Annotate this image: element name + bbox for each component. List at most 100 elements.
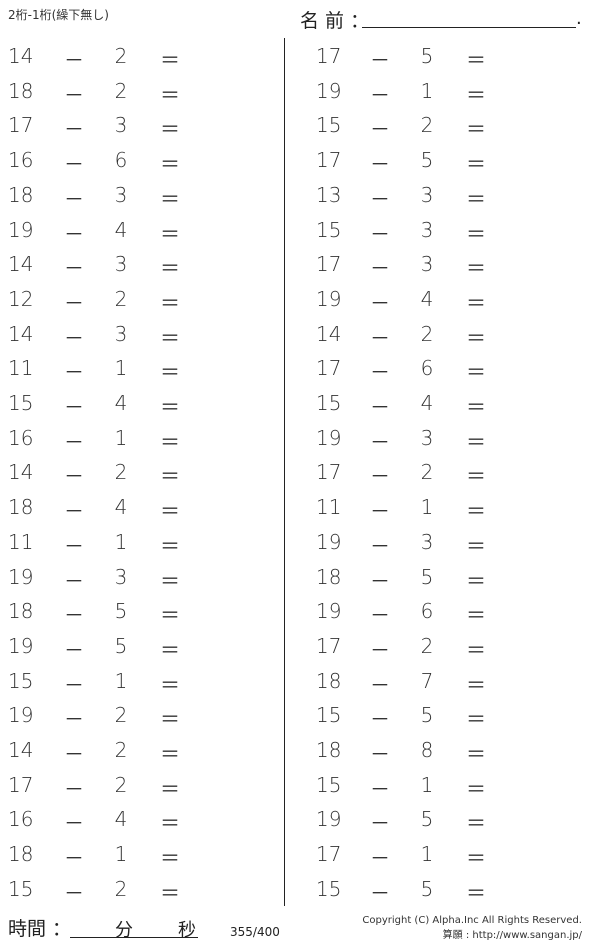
equals-sign: ＝ <box>466 637 486 662</box>
minuend: 19 <box>316 78 342 103</box>
equals-sign: ＝ <box>466 82 486 107</box>
minuend: 17 <box>316 633 342 658</box>
minutes-label: 分 <box>115 920 133 941</box>
minus-sign: － <box>370 880 390 905</box>
minuend: 15 <box>316 217 342 242</box>
subtrahend: 1 <box>420 772 434 797</box>
site-text: 算願 : http://www.sangan.jp/ <box>442 930 582 941</box>
problem-row: 17 － 1 ＝ <box>0 842 600 872</box>
minuend: 11 <box>8 529 34 554</box>
subtrahend: 4 <box>114 807 128 832</box>
minus-sign: － <box>370 221 390 246</box>
minuend: 17 <box>316 148 342 173</box>
subtrahend: 3 <box>114 321 128 346</box>
subtrahend: 5 <box>420 44 434 68</box>
minuend: 18 <box>316 564 342 589</box>
subtrahend: 3 <box>114 113 128 138</box>
problem-row: 15 － 5 ＝ <box>0 703 600 733</box>
subtrahend: 4 <box>114 391 128 415</box>
problem-row: 18 － 8 ＝ <box>0 738 600 768</box>
minuend: 16 <box>8 807 34 832</box>
subtrahend: 1 <box>420 842 434 867</box>
subtrahend: 7 <box>420 668 434 693</box>
equals-sign: ＝ <box>160 811 180 836</box>
problem-row: 17 － 2 ＝ <box>0 460 600 490</box>
minus-sign: － <box>64 290 84 315</box>
subtrahend: 2 <box>420 633 434 658</box>
subtrahend: 5 <box>420 148 434 173</box>
minus-sign: － <box>370 672 390 697</box>
equals-sign: ＝ <box>160 533 180 558</box>
problem-row: 19 － 3 ＝ <box>0 565 600 595</box>
equals-sign: ＝ <box>466 742 486 766</box>
minus-sign: － <box>370 776 390 801</box>
minus-sign: － <box>64 568 84 593</box>
minuend: 18 <box>316 668 342 693</box>
minus-sign: － <box>64 742 84 766</box>
minuend: 19 <box>8 633 34 658</box>
equals-sign: ＝ <box>160 776 180 801</box>
subtrahend: 5 <box>420 703 434 728</box>
minus-sign: － <box>370 603 390 628</box>
equals-sign: ＝ <box>466 603 486 628</box>
minus-sign: － <box>370 533 390 558</box>
subtrahend: 1 <box>114 356 128 381</box>
minuend: 19 <box>316 529 342 554</box>
subtrahend: 2 <box>114 738 128 762</box>
problem-row: 19 － 5 ＝ <box>0 634 600 664</box>
subtrahend: 1 <box>114 842 128 867</box>
problem-row: 17 － 2 ＝ <box>0 773 600 803</box>
problem-row: 11 － 1 ＝ <box>0 530 600 560</box>
problem-row: 15 － 1 ＝ <box>0 773 600 803</box>
subtrahend: 4 <box>114 217 128 242</box>
equals-sign: ＝ <box>160 707 180 732</box>
equals-sign: ＝ <box>466 707 486 732</box>
sheet-count: 355/400 <box>230 925 280 939</box>
equals-sign: ＝ <box>160 499 180 524</box>
minuend: 19 <box>316 286 342 311</box>
minuend: 13 <box>316 182 342 207</box>
minus-sign: － <box>370 82 390 107</box>
minus-sign: － <box>64 429 84 454</box>
problem-row: 15 － 1 ＝ <box>0 669 600 699</box>
minus-sign: － <box>64 464 84 489</box>
minus-sign: － <box>64 82 84 107</box>
minuend: 16 <box>8 148 34 173</box>
minus-sign: － <box>64 499 84 524</box>
minuend: 14 <box>8 738 34 762</box>
subtrahend: 1 <box>114 529 128 554</box>
equals-sign: ＝ <box>466 672 486 697</box>
problem-row: 14 － 2 ＝ <box>0 738 600 768</box>
equals-sign: ＝ <box>466 117 486 142</box>
equals-sign: ＝ <box>466 776 486 801</box>
minus-sign: － <box>64 186 84 211</box>
subtrahend: 3 <box>114 252 128 277</box>
problem-row: 15 － 4 ＝ <box>0 391 600 421</box>
minus-sign: － <box>370 707 390 732</box>
minus-sign: － <box>64 811 84 836</box>
minus-sign: － <box>370 48 390 72</box>
minuend: 15 <box>316 391 342 415</box>
time-field-line <box>70 937 198 938</box>
subtrahend: 2 <box>114 772 128 797</box>
equals-sign: ＝ <box>160 82 180 107</box>
minus-sign: － <box>370 186 390 211</box>
minuend: 19 <box>8 217 34 242</box>
problem-row: 16 － 6 ＝ <box>0 148 600 178</box>
minus-sign: － <box>370 290 390 315</box>
minus-sign: － <box>64 533 84 558</box>
minus-sign: － <box>370 568 390 593</box>
minuend: 15 <box>316 772 342 797</box>
minuend: 15 <box>8 668 34 693</box>
minus-sign: － <box>370 742 390 766</box>
minuend: 15 <box>8 876 34 901</box>
minuend: 17 <box>316 842 342 867</box>
minuend: 18 <box>8 495 34 520</box>
equals-sign: ＝ <box>466 499 486 524</box>
problem-row: 18 － 5 ＝ <box>0 565 600 595</box>
equals-sign: ＝ <box>160 880 180 905</box>
equals-sign: ＝ <box>466 186 486 211</box>
minuend: 18 <box>8 78 34 103</box>
problem-row: 19 － 6 ＝ <box>0 599 600 629</box>
problem-row: 19 － 4 ＝ <box>0 287 600 317</box>
